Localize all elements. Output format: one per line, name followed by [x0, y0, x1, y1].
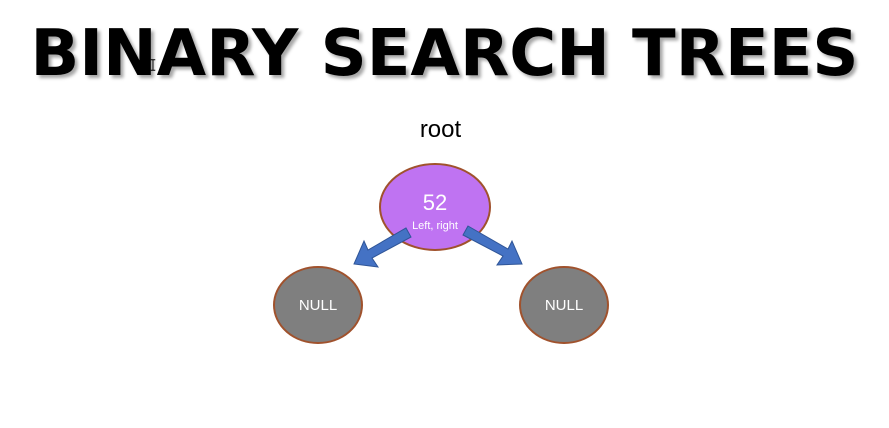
left-arrow-icon	[353, 227, 412, 268]
right-child-node: NULL	[519, 266, 609, 344]
right-child-shape	[519, 266, 609, 344]
root-node-shape	[379, 163, 491, 251]
right-child-value: NULL	[545, 297, 583, 314]
root-label: root	[419, 116, 462, 143]
text-cursor-icon	[150, 59, 156, 71]
left-child-node: NULL	[273, 266, 363, 344]
root-node-value: 52	[423, 190, 447, 215]
root-node: 52 Left, right	[379, 163, 491, 251]
left-child-value: NULL	[299, 297, 337, 314]
right-arrow-icon	[462, 225, 523, 266]
root-node-subtitle: Left, right	[412, 220, 458, 232]
slide-title: BINARY SEARCH TREES	[30, 17, 859, 91]
left-child-shape	[273, 266, 363, 344]
